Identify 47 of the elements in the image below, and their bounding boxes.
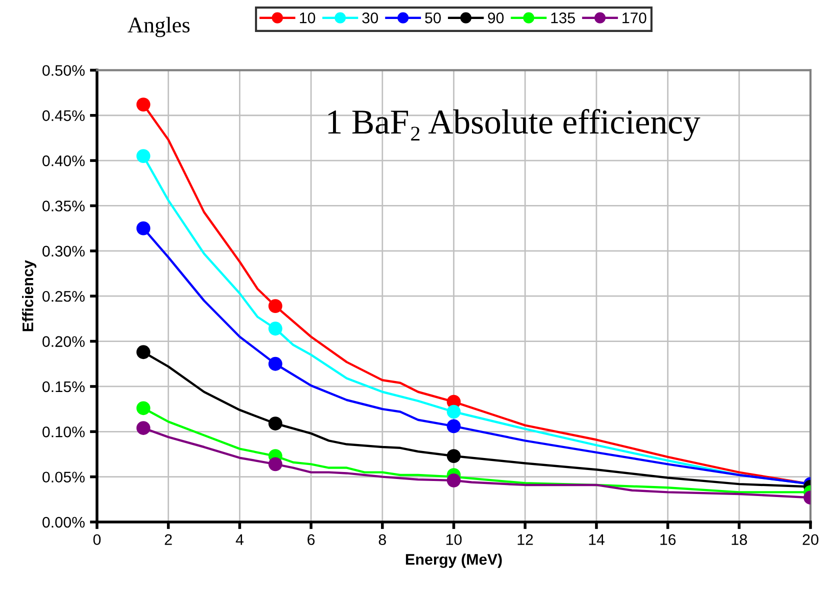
legend-label: 10 [300,12,316,24]
y-tick-label: 0.45% [42,110,85,122]
y-tick-label: 0.35% [42,200,85,212]
x-tick-label: 18 [732,534,747,546]
x-tick-label: 8 [378,534,386,546]
y-tick-label: 0.20% [42,336,85,347]
x-tick-label: 4 [236,534,244,545]
point [268,416,282,430]
y-tick-label: 0.40% [42,155,85,166]
y-tick-label: 0.00% [42,516,85,528]
x-tick-label: 14 [589,534,604,545]
x-tick-label: 10 [446,534,462,546]
y-tick-label: 0.05% [42,472,85,483]
x-tick-label: 12 [518,534,533,545]
point [446,473,461,488]
point [136,345,150,360]
y-axis-title: Efficiency [22,260,36,332]
x-tick-label: 16 [660,534,676,546]
annotation: 1 BaF₂ Absolute efficiency [328,109,700,141]
point [136,149,150,163]
point [268,457,282,472]
point [136,421,150,435]
point [268,356,282,371]
legend-label: 30 [362,12,378,24]
point [446,419,461,434]
point [136,98,150,112]
y-tick-label: 0.25% [42,290,85,302]
x-axis-title: Energy (MeV) [406,554,502,568]
legend-label: 50 [425,12,441,24]
x-tick-label: 0 [93,534,101,546]
point [446,449,461,463]
point [136,221,150,236]
y-tick-label: 0.30% [42,246,85,257]
point [446,404,461,419]
x-tick-label: 20 [802,534,818,546]
x-tick-label: 2 [164,534,172,545]
x-tick-label: 6 [308,534,315,546]
y-tick-label: 0.50% [42,65,85,76]
point [268,299,282,313]
point [136,401,150,416]
y-tick-label: 0.15% [42,381,85,392]
point [268,322,282,336]
legend-title: Angles [128,16,190,38]
legend-label: 90 [488,12,504,24]
legend-label: 135 [551,12,575,24]
y-tick-label: 0.10% [42,426,85,438]
legend-label: 170 [622,12,646,24]
